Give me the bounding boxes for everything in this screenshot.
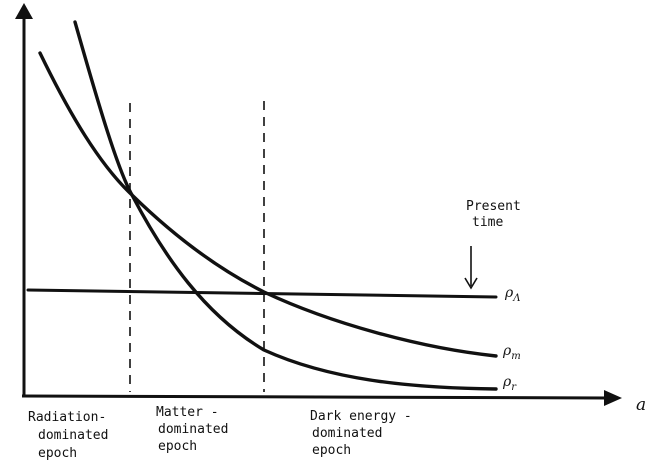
dark-energy-density-line xyxy=(26,288,498,299)
y-axis-arrowhead xyxy=(15,3,33,19)
epoch-boundaries xyxy=(129,101,265,392)
axes: a xyxy=(15,3,646,415)
density-curves xyxy=(26,20,498,391)
radiation-epoch-label: Radiation- dominated epoch xyxy=(28,410,116,461)
radiation-density-label: ρr xyxy=(502,374,517,393)
x-axis-arrowhead xyxy=(604,390,622,406)
dark-energy-epoch-label: Dark energy - dominated epoch xyxy=(310,409,420,458)
present-time-label: Present time xyxy=(466,199,529,230)
radiation-density-curve xyxy=(73,20,498,391)
lambda-density-label: ρΛ xyxy=(504,285,520,304)
present-time-annotation: Present time xyxy=(464,199,529,290)
x-axis xyxy=(21,394,609,400)
present-time-arrowhead xyxy=(464,277,478,290)
matter-density-label: ρm xyxy=(502,343,521,362)
matter-density-curve xyxy=(38,51,498,358)
x-axis-label: a xyxy=(636,395,646,415)
matter-epoch-label: Matter - dominated epoch xyxy=(156,405,236,454)
